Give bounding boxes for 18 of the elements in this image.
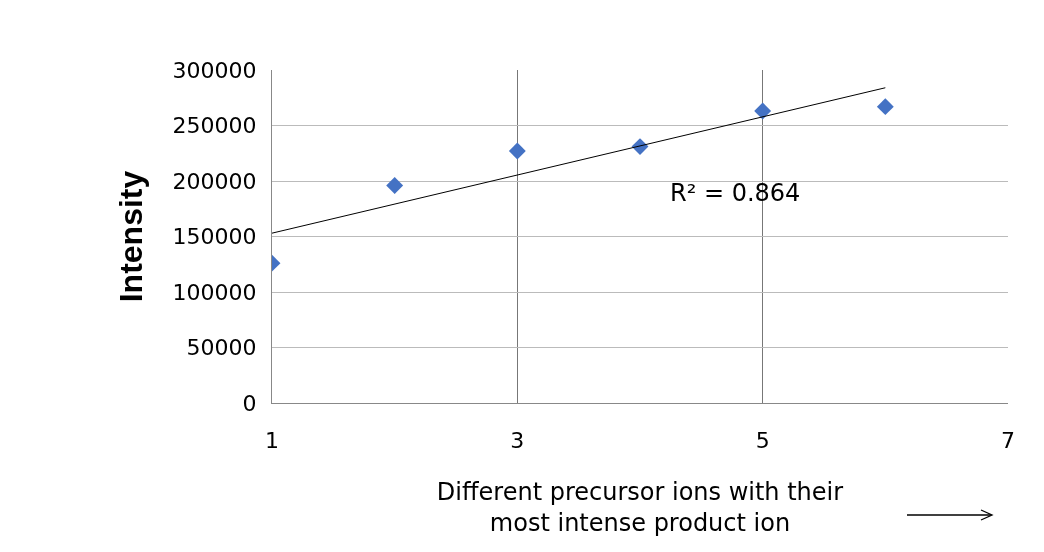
point bbox=[386, 176, 404, 194]
point bbox=[754, 102, 772, 120]
point bbox=[508, 142, 526, 160]
x-tick-label: 3 bbox=[510, 428, 525, 454]
y-tick-label: 300000 bbox=[172, 57, 257, 83]
x-tick-label: 1 bbox=[265, 428, 279, 454]
x-tick-label: 5 bbox=[755, 428, 770, 454]
point bbox=[876, 98, 894, 116]
y-tick-label: 150000 bbox=[172, 224, 257, 250]
annotation: R² = 0.864 bbox=[670, 179, 801, 207]
y-tick-label: 250000 bbox=[172, 113, 257, 139]
y-tick-label: 200000 bbox=[172, 168, 257, 194]
y-tick-label: 0 bbox=[242, 390, 257, 416]
x-axis-title: Different precursor ions with their most intense product ion bbox=[436, 477, 844, 537]
y-tick-label: 100000 bbox=[172, 279, 257, 305]
x-tick-label: 7 bbox=[1001, 428, 1015, 454]
y-tick-label: 50000 bbox=[186, 335, 257, 361]
y-axis-title: Intensity bbox=[112, 170, 149, 303]
